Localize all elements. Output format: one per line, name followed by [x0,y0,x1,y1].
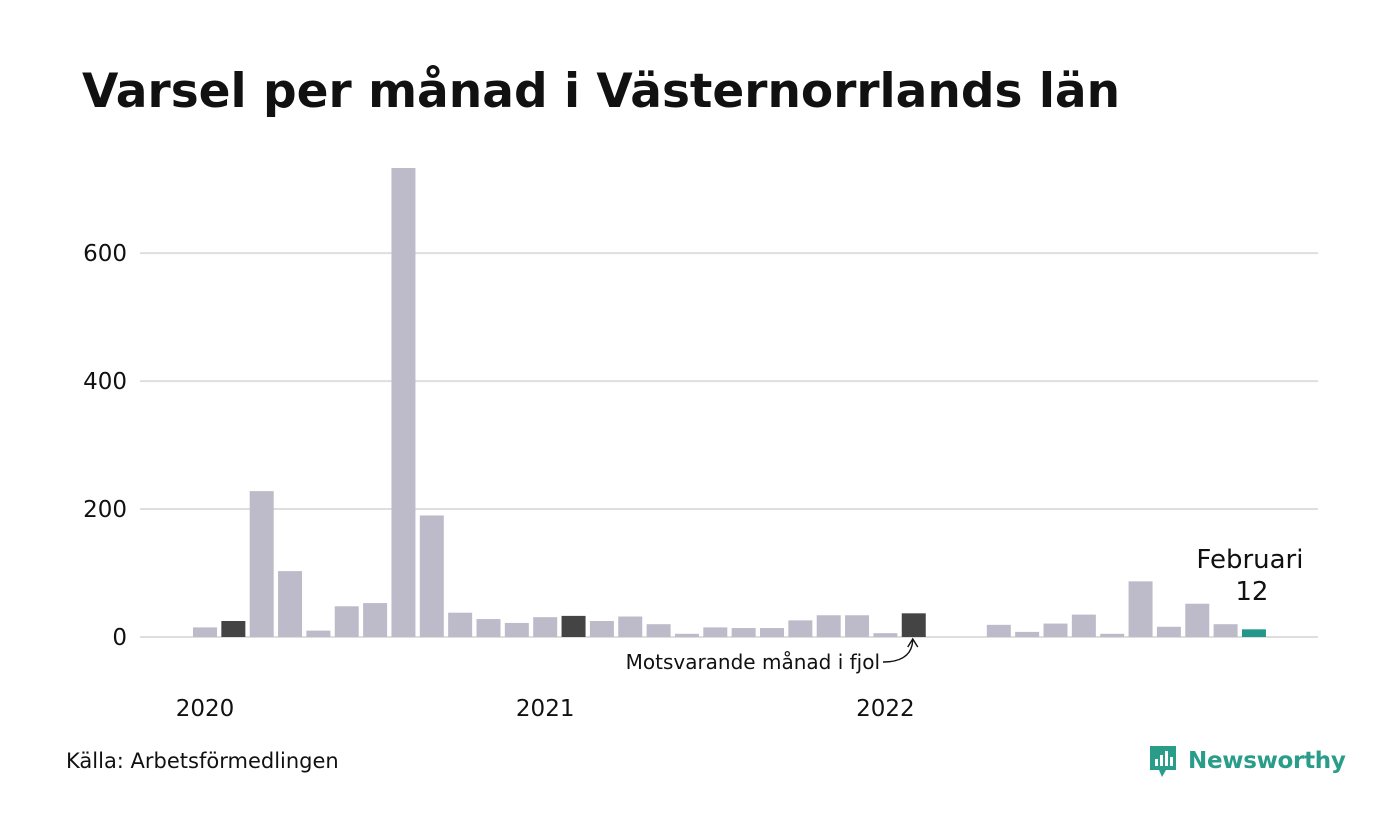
bar-18 [703,627,728,637]
bar-29 [1015,631,1040,637]
bar-23 [845,615,870,637]
bar-15 [618,616,643,637]
bar-37 [1241,629,1266,637]
bar-31 [1071,614,1096,637]
annotation-arrow-head [907,637,919,648]
current-month-label: Februari [1196,545,1303,575]
bar-19 [731,628,756,637]
bar-32 [1100,633,1125,637]
bar-1 [221,621,246,637]
bar-14 [589,621,614,637]
logo-text: Newsworthy [1188,748,1346,774]
y-tick-label-0: 0 [112,625,127,651]
bar-8 [419,515,444,637]
bar-25 [901,613,926,637]
bar-0 [193,627,217,637]
y-tick-label-600: 600 [83,241,127,267]
bar-3 [278,571,303,637]
x-tick-label-2021: 2021 [516,696,575,722]
bar-33 [1128,581,1153,637]
bar-13 [561,615,586,637]
bar-2 [249,491,274,637]
y-tick-label-200: 200 [83,497,127,523]
bar-5 [334,606,359,637]
newsworthy-logo: Newsworthy [1148,744,1346,778]
bar-34 [1156,626,1181,637]
bar-4 [306,630,331,637]
gridlines [140,252,1318,638]
x-axis-labels: 2020 2021 2022 [176,696,915,722]
source-note: Källa: Arbetsförmedlingen [66,749,339,773]
bar-21 [788,620,813,637]
y-tick-label-400: 400 [83,369,127,395]
bar-12 [533,617,558,637]
y-axis-labels: 0 200 400 600 [83,241,127,651]
bar-30 [1043,623,1068,637]
bar-16 [646,624,671,637]
current-value-label: 12 [1235,577,1268,607]
bar-6 [363,603,388,637]
x-tick-label-2020: 2020 [176,696,235,722]
bar-22 [816,615,841,637]
newsworthy-chart-bubble-icon [1150,746,1176,777]
chart-title: Varsel per månad i Västernorrlands län [82,64,1121,119]
bars [193,168,1266,637]
annotation-text: Motsvarande månad i fjol [626,650,880,674]
bar-20 [760,628,784,637]
bar-35 [1185,603,1210,637]
x-tick-label-2022: 2022 [856,696,915,722]
bar-17 [674,633,699,637]
bar-10 [476,619,501,637]
bar-9 [448,612,473,637]
annotation-arrow-line [882,639,914,663]
bar-7 [391,168,416,637]
bar-11 [504,622,529,637]
bar-24 [873,633,898,637]
bar-36 [1213,624,1238,637]
bar-28 [986,624,1011,637]
